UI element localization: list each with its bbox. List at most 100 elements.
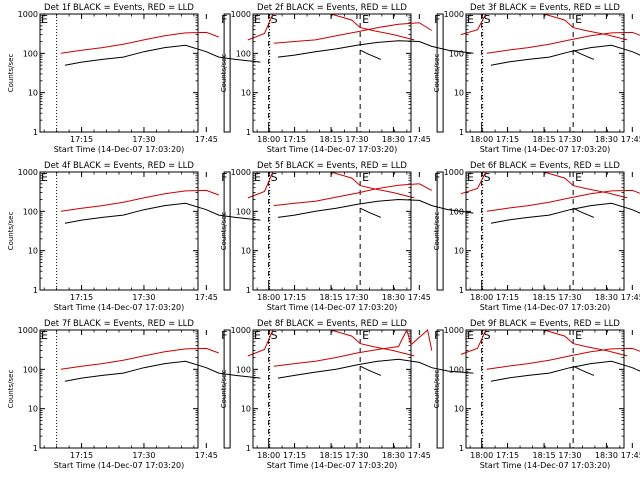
y-tick-label: 10 [28,405,38,414]
x-tick-label: 17:15 [70,293,93,302]
y-axis-label: Counts/sec [7,54,15,93]
marker-label: E [575,329,582,342]
marker-label: E [467,13,474,26]
x-tick-label: 17:15 [283,135,306,144]
series-line-events [490,360,640,382]
panel-title: Det 6f BLACK = Events, RED = LLD [470,161,620,171]
marker-label: E [467,329,474,342]
panel-det-8: Det 8f BLACK = Events, RED = LLD 1 10 100 10… [220,319,628,470]
x-tick-label: 17:30 [345,293,368,302]
marker-label: E [41,13,48,26]
panel-title: Det 2f BLACK = Events, RED = LLD [257,3,407,13]
x-tick-label: 18:15 [320,135,343,144]
marker-label: E [254,329,261,342]
marker-label: S [484,171,491,184]
y-tick-label: 1000 [231,168,251,177]
x-tick-label: 17:45 [621,135,640,144]
y-tick-label: 1000 [231,10,251,19]
panel-det-6: Det 6f BLACK = Events, RED = LLD 1 10 100 10… [433,161,640,312]
x-tick-label: 18:00 [257,135,280,144]
panel-title: Det 1f BLACK = Events, RED = LLD [44,3,194,13]
plot-frame [465,171,625,291]
y-axis-label: Counts/sec [433,370,441,409]
x-tick-label: 18:30 [382,451,405,460]
panel-title: Det 5f BLACK = Events, RED = LLD [257,161,407,171]
x-tick-label: 17:30 [558,135,581,144]
x-tick-label: 17:15 [70,451,93,460]
x-axis-label: Start Time (14-Dec-07 17:03:20) [480,303,611,312]
y-tick-label: 1000 [444,10,464,19]
plot-frame [252,171,412,291]
series-line-lld [273,183,433,207]
marker-label: F [434,329,440,342]
x-tick-label: 17:30 [345,135,368,144]
y-tick-label: 1000 [231,326,251,335]
x-tick-label: 17:45 [195,293,218,302]
panel-title: Det 4f BLACK = Events, RED = LLD [44,161,194,171]
x-tick-label: 18:30 [595,135,618,144]
panel-title: Det 7f BLACK = Events, RED = LLD [44,319,194,329]
marker-label: F [221,13,227,26]
marker-label: S [484,13,491,26]
series-line-events [359,49,382,60]
x-tick-label: 17:45 [195,135,218,144]
x-tick-label: 17:30 [132,451,155,460]
series-line-lld [60,189,219,212]
panel-title: Det 9f BLACK = Events, RED = LLD [470,319,620,329]
x-tick-label: 17:15 [283,293,306,302]
marker-label: E [362,13,369,26]
marker-label: S [484,329,491,342]
x-tick-label: 18:00 [470,135,493,144]
y-tick-label: 100 [23,365,38,374]
y-tick-label: 1 [246,444,251,453]
y-axis-label: Counts/sec [7,212,15,251]
x-tick-label: 18:15 [533,135,556,144]
marker-label: E [467,171,474,184]
panel-det-4: Det 4f BLACK = Events, RED = LLD 1 10 100 10… [7,161,415,312]
x-tick-label: 18:15 [533,293,556,302]
series-line-events [572,365,595,376]
x-tick-label: 17:45 [621,451,640,460]
plot-frame [39,171,199,291]
series-line-lld [486,31,640,54]
x-tick-label: 18:30 [595,293,618,302]
x-axis-label: Start Time (14-Dec-07 17:03:20) [480,461,611,470]
marker-label: S [271,171,278,184]
plot-frame [465,329,625,449]
flare-marker-box [223,329,231,449]
x-tick-label: 17:30 [558,293,581,302]
x-tick-label: 18:15 [320,293,343,302]
series-line-events [277,40,474,58]
series-line-events [277,358,474,379]
y-tick-label: 1 [33,286,38,295]
y-tick-label: 1 [246,286,251,295]
flare-marker-box [436,13,444,133]
series-line-events [64,360,261,382]
y-tick-label: 100 [23,49,38,58]
y-axis-label: Counts/sec [433,54,441,93]
x-tick-label: 17:15 [496,293,519,302]
y-tick-label: 10 [454,247,464,256]
plot-frame [465,13,625,133]
x-tick-label: 18:15 [533,451,556,460]
y-tick-label: 100 [449,207,464,216]
x-tick-label: 17:45 [408,135,431,144]
y-tick-label: 1000 [444,168,464,177]
y-tick-label: 1000 [18,10,38,19]
y-tick-label: 1 [459,128,464,137]
y-tick-label: 1000 [18,168,38,177]
series-line-events [359,365,382,376]
y-axis-label: Counts/sec [220,370,228,409]
marker-label: E [41,329,48,342]
flare-marker-box [436,171,444,291]
x-tick-label: 17:15 [283,451,306,460]
x-axis-label: Start Time (14-Dec-07 17:03:20) [480,145,611,154]
x-tick-label: 18:30 [595,451,618,460]
y-tick-label: 10 [454,89,464,98]
flare-marker-box [223,171,231,291]
x-tick-label: 17:30 [132,293,155,302]
y-tick-label: 1 [459,444,464,453]
y-axis-label: Counts/sec [433,212,441,251]
series-line-events [359,207,382,218]
marker-label: F [221,171,227,184]
